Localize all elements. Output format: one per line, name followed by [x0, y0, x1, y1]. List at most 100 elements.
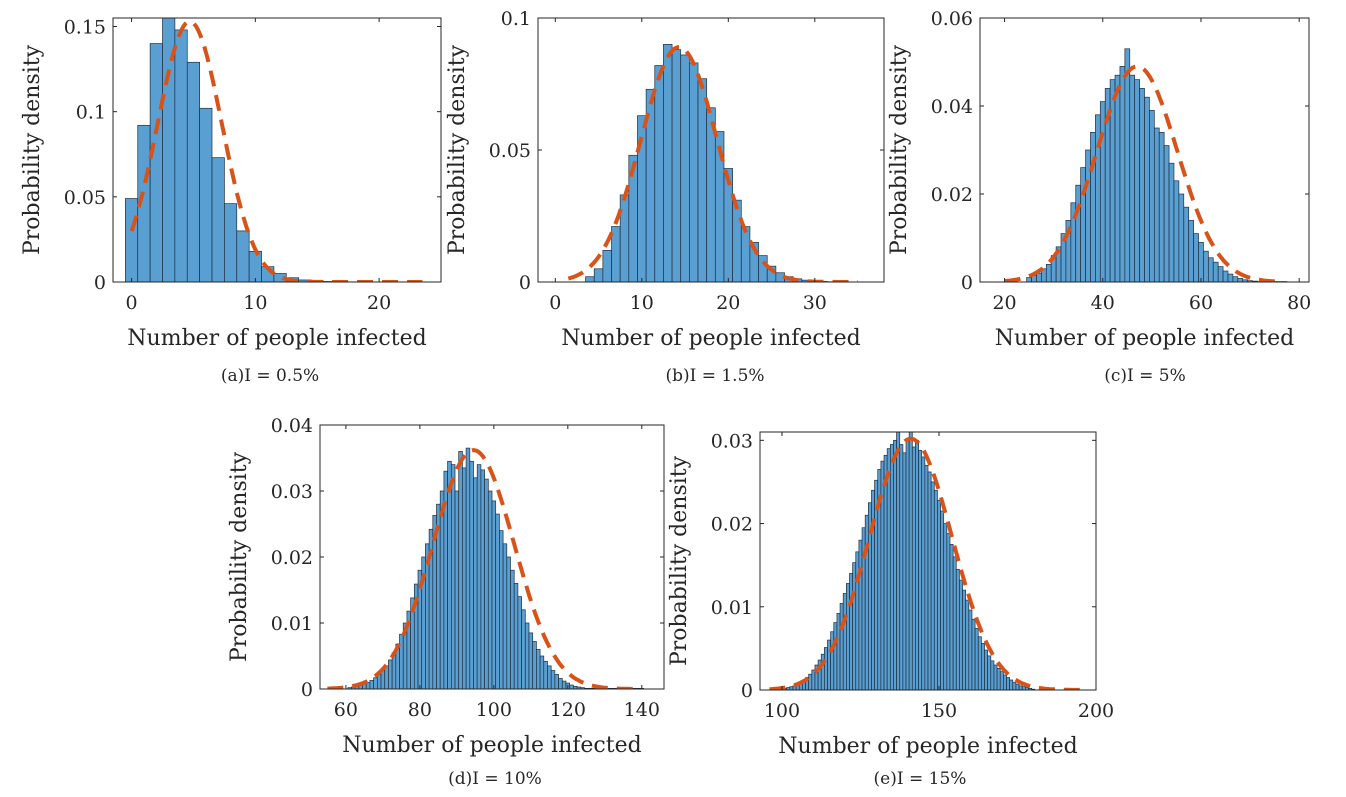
- histogram-panel-1: 0 10 20 0 0.05 0.1 0.15 Number of people infect…: [20, 17, 442, 386]
- histogram-bar: [680, 54, 690, 282]
- y-tick-label: 0.04: [931, 96, 973, 118]
- x-tick-label: 120: [550, 699, 586, 721]
- histogram-bar: [1144, 96, 1150, 282]
- histogram-panel-3: 20 40 60 80 0 0.02 0.04 0.06 Number of people in…: [887, 8, 1311, 386]
- y-tick-label: 0.04: [271, 415, 313, 437]
- histogram-bar: [839, 603, 844, 690]
- fitted-density-curve: [769, 436, 1081, 690]
- histogram-bar: [550, 670, 556, 689]
- histogram-bar: [502, 543, 508, 689]
- histogram-bar: [380, 670, 386, 689]
- y-tick-label: 0.1: [76, 102, 106, 124]
- fitted-density-curve: [327, 448, 635, 689]
- histogram-bar: [949, 544, 954, 690]
- histogram-bar: [432, 515, 437, 689]
- histogram-bar: [248, 250, 262, 282]
- histogram-bar: [399, 633, 404, 689]
- histogram-bar: [1075, 184, 1082, 282]
- histogram-bar: [236, 230, 250, 282]
- panel-caption: (d)I = 10%: [448, 769, 542, 789]
- y-tick-label: 0.02: [711, 514, 753, 536]
- histogram-bar: [619, 194, 630, 282]
- histogram-bar: [1015, 683, 1020, 690]
- panel-caption: (e)I = 15%: [874, 769, 967, 789]
- histogram-bar: [447, 460, 452, 689]
- x-tick-label: 20: [716, 292, 740, 314]
- histogram-bar: [908, 432, 913, 690]
- histogram-bar: [469, 460, 474, 689]
- histogram-bar: [1168, 162, 1175, 282]
- y-tick-label: 0.01: [711, 597, 753, 619]
- histogram-bar: [981, 643, 985, 690]
- histogram-bar: [1119, 66, 1126, 282]
- histogram-bar: [554, 674, 559, 689]
- histogram-bar: [528, 632, 534, 689]
- histogram-bar: [930, 481, 935, 690]
- x-axis-label: Number of people infected: [342, 733, 641, 758]
- histogram-bar: [569, 684, 574, 689]
- x-axis-label: Number of people infected: [561, 326, 860, 351]
- histogram-bar: [971, 618, 976, 690]
- histogram-bar: [1134, 79, 1140, 282]
- histogram-bar: [532, 641, 537, 689]
- histogram-bar: [990, 660, 995, 690]
- x-tick-label: 100: [476, 699, 512, 721]
- panel-caption: (c)I = 5%: [1104, 366, 1186, 386]
- histogram-bar: [824, 647, 828, 690]
- histogram-bar: [937, 499, 941, 690]
- histogram-bar: [886, 448, 891, 690]
- histogram-bar: [1173, 180, 1180, 282]
- histogram-bar: [952, 556, 957, 690]
- x-tick-label: 60: [334, 699, 358, 721]
- x-tick-label: 0: [126, 292, 138, 314]
- x-axis-label: Number of people infected: [995, 326, 1294, 351]
- histogram-bar: [999, 671, 1004, 690]
- histogram-bar: [558, 678, 563, 689]
- histogram-bar: [1163, 145, 1170, 282]
- x-tick-label: 80: [408, 699, 432, 721]
- histogram-bar: [697, 78, 708, 282]
- histogram-bar: [1217, 266, 1224, 282]
- histogram-bar: [984, 649, 989, 690]
- histogram-bar: [905, 439, 910, 690]
- histogram-bar: [439, 490, 445, 689]
- y-tick-label: 0.1: [501, 8, 531, 30]
- histogram-bar: [842, 593, 847, 690]
- histogram-bar: [499, 530, 504, 689]
- y-tick-label: 0.15: [64, 17, 106, 39]
- histogram-bar: [959, 579, 963, 690]
- histogram-bar: [454, 490, 460, 689]
- histogram-bar: [921, 456, 926, 690]
- histogram-bar: [539, 655, 545, 689]
- histogram-bar: [846, 583, 850, 690]
- histogram-bar: [1099, 101, 1106, 282]
- axes-box: [759, 431, 1097, 691]
- x-tick-label: 200: [1078, 700, 1114, 722]
- x-tick-label: 100: [764, 700, 800, 722]
- histogram-bar: [369, 680, 374, 689]
- y-tick-label: 0.02: [271, 547, 313, 569]
- histogram-bars: [585, 44, 846, 282]
- histogram-bar: [450, 464, 456, 689]
- fitted-density-curve: [1004, 64, 1280, 282]
- x-axis-label: Number of people infected: [127, 326, 426, 351]
- histogram-bar: [1006, 677, 1010, 690]
- histogram-bar: [671, 49, 682, 282]
- y-axis-label: Probability density: [667, 455, 692, 666]
- histogram-bar: [1018, 685, 1023, 690]
- x-tick-label: 60: [1189, 292, 1213, 314]
- histogram-bar: [993, 664, 998, 690]
- histogram-bar: [758, 255, 768, 282]
- histogram-bar: [495, 513, 500, 689]
- histogram-bar: [874, 479, 879, 690]
- histogram-bar: [896, 432, 901, 690]
- histogram-bar: [1237, 278, 1244, 282]
- histogram-bar: [1227, 273, 1234, 282]
- histogram-bar: [1129, 74, 1136, 282]
- histogram-bar: [924, 464, 929, 690]
- histogram-bar: [933, 489, 938, 690]
- y-tick-label: 0: [961, 272, 973, 294]
- histogram-bar: [384, 665, 389, 689]
- histogram-bar: [510, 569, 515, 689]
- y-tick-label: 0.06: [931, 8, 973, 30]
